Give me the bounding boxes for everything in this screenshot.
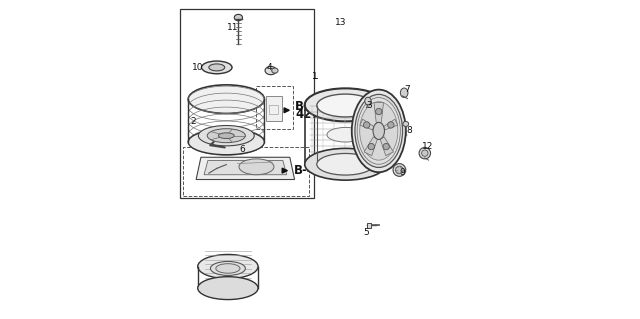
Polygon shape	[196, 157, 294, 180]
Text: 13: 13	[335, 19, 346, 27]
Bar	[266, 96, 282, 122]
Text: B-42: B-42	[295, 100, 326, 113]
Polygon shape	[204, 160, 287, 175]
Ellipse shape	[317, 153, 374, 175]
Ellipse shape	[365, 97, 371, 105]
Text: 4: 4	[266, 63, 272, 72]
Text: 1: 1	[312, 72, 318, 81]
Ellipse shape	[364, 122, 370, 128]
Text: 6: 6	[239, 145, 245, 154]
Polygon shape	[364, 137, 378, 156]
Text: B-44: B-44	[294, 164, 324, 177]
Ellipse shape	[396, 166, 403, 174]
Polygon shape	[383, 119, 397, 130]
Text: 11: 11	[227, 23, 239, 32]
Polygon shape	[360, 119, 374, 130]
Ellipse shape	[388, 122, 394, 128]
Bar	[256, 86, 293, 129]
Ellipse shape	[265, 66, 276, 75]
Text: 2: 2	[190, 117, 196, 126]
Text: 10: 10	[192, 63, 204, 72]
Ellipse shape	[198, 277, 258, 300]
Ellipse shape	[401, 88, 408, 98]
Ellipse shape	[368, 144, 374, 150]
Text: 8: 8	[406, 126, 412, 135]
Text: 12: 12	[422, 142, 434, 151]
Ellipse shape	[209, 64, 225, 71]
Ellipse shape	[218, 133, 234, 138]
Ellipse shape	[305, 88, 386, 122]
Ellipse shape	[188, 85, 264, 114]
Ellipse shape	[202, 61, 232, 74]
Ellipse shape	[419, 147, 431, 159]
Ellipse shape	[422, 150, 428, 156]
Ellipse shape	[355, 94, 403, 167]
Ellipse shape	[216, 264, 240, 273]
Polygon shape	[380, 137, 394, 156]
Bar	[183, 147, 309, 196]
Text: 5: 5	[363, 228, 369, 237]
Ellipse shape	[327, 127, 364, 142]
Ellipse shape	[234, 14, 243, 21]
Ellipse shape	[352, 90, 406, 172]
Ellipse shape	[383, 144, 389, 150]
Ellipse shape	[317, 94, 374, 117]
Ellipse shape	[403, 122, 408, 126]
Ellipse shape	[207, 129, 245, 143]
Ellipse shape	[305, 148, 386, 180]
Text: 9: 9	[400, 168, 406, 177]
Text: 7: 7	[404, 85, 410, 94]
Text: 42762: 42762	[295, 108, 336, 121]
Text: 3: 3	[366, 101, 372, 110]
Bar	[367, 223, 371, 228]
Ellipse shape	[211, 262, 245, 275]
Ellipse shape	[198, 255, 258, 278]
Ellipse shape	[393, 164, 406, 176]
Polygon shape	[374, 103, 383, 122]
Ellipse shape	[272, 68, 278, 73]
Ellipse shape	[239, 159, 274, 175]
Text: □: □	[268, 102, 280, 115]
Ellipse shape	[198, 125, 254, 146]
Ellipse shape	[373, 122, 385, 139]
Ellipse shape	[360, 102, 398, 160]
Ellipse shape	[188, 129, 264, 155]
Bar	[180, 9, 314, 197]
Ellipse shape	[376, 108, 382, 115]
